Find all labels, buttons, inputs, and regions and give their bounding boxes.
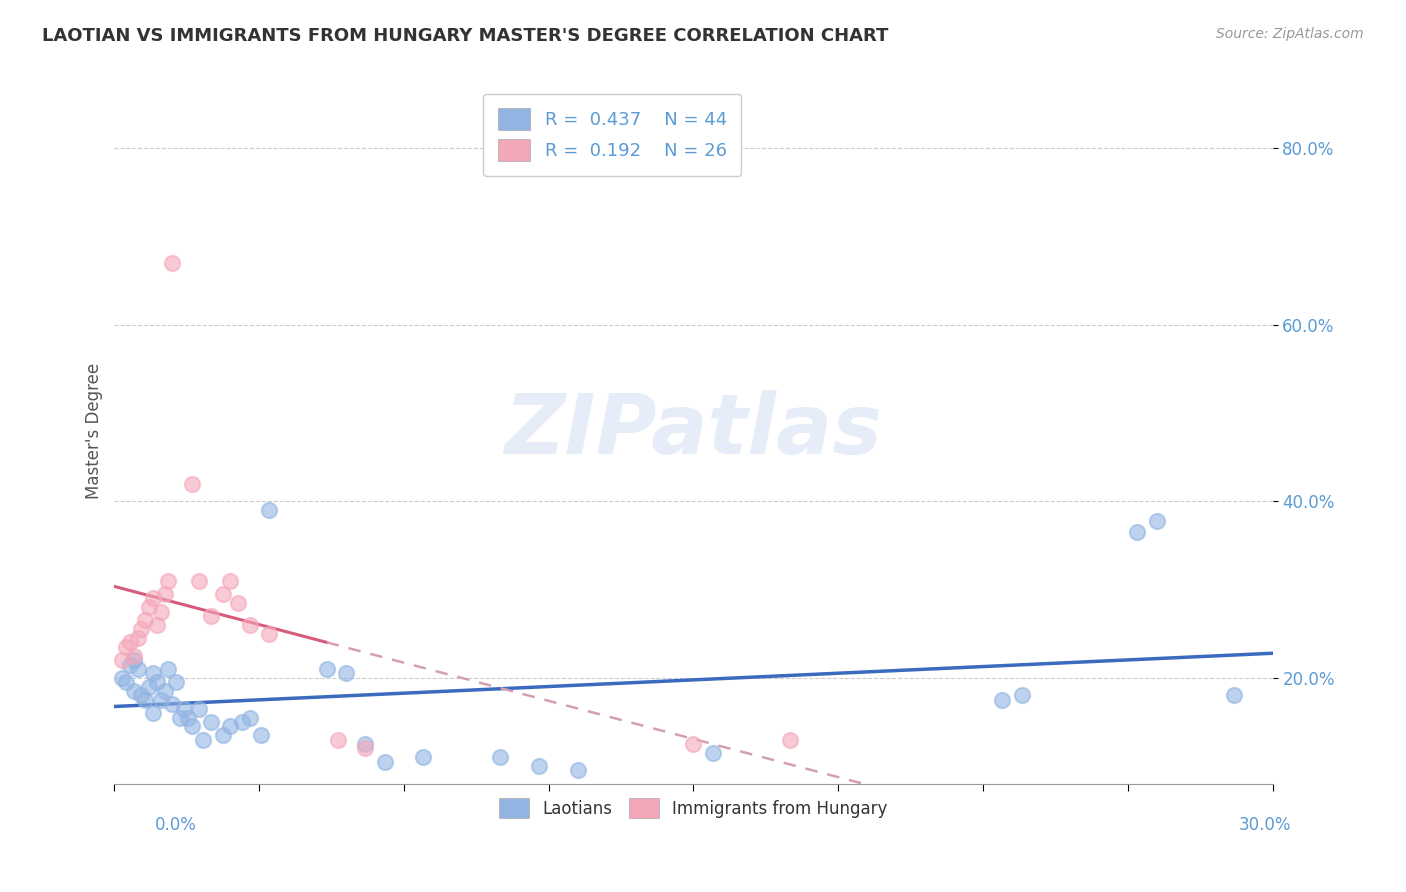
Point xyxy=(328,732,350,747)
Point xyxy=(354,737,377,751)
Point xyxy=(1223,689,1246,703)
Point xyxy=(180,719,202,733)
Point xyxy=(991,693,1014,707)
Point xyxy=(226,596,249,610)
Point xyxy=(165,675,187,690)
Point xyxy=(779,732,801,747)
Point xyxy=(231,714,253,729)
Point xyxy=(238,617,260,632)
Point xyxy=(374,755,396,769)
Point xyxy=(142,666,165,681)
Point xyxy=(211,728,233,742)
Point xyxy=(131,622,153,636)
Point xyxy=(527,759,550,773)
Legend: Laotians, Immigrants from Hungary: Laotians, Immigrants from Hungary xyxy=(492,791,894,825)
Text: 30.0%: 30.0% xyxy=(1239,815,1292,833)
Point xyxy=(354,741,377,756)
Point xyxy=(149,605,172,619)
Point xyxy=(118,657,141,672)
Text: ZIPatlas: ZIPatlas xyxy=(505,390,883,471)
Point xyxy=(200,714,222,729)
Point xyxy=(118,635,141,649)
Point xyxy=(412,750,434,764)
Point xyxy=(219,574,242,588)
Point xyxy=(153,587,176,601)
Point xyxy=(122,684,145,698)
Point xyxy=(257,503,280,517)
Point xyxy=(1146,514,1168,528)
Point xyxy=(567,764,589,778)
Point xyxy=(153,684,176,698)
Point xyxy=(122,648,145,663)
Text: 0.0%: 0.0% xyxy=(155,815,197,833)
Point xyxy=(131,689,153,703)
Point xyxy=(200,609,222,624)
Point xyxy=(180,476,202,491)
Point xyxy=(115,640,138,654)
Point xyxy=(489,750,512,764)
Point xyxy=(169,710,191,724)
Y-axis label: Master's Degree: Master's Degree xyxy=(86,362,103,499)
Point xyxy=(238,710,260,724)
Point xyxy=(111,671,134,685)
Point xyxy=(157,662,180,676)
Point xyxy=(188,701,211,715)
Point xyxy=(127,662,149,676)
Point xyxy=(335,666,357,681)
Point xyxy=(162,698,184,712)
Point xyxy=(188,574,211,588)
Text: Source: ZipAtlas.com: Source: ZipAtlas.com xyxy=(1216,27,1364,41)
Point xyxy=(177,710,200,724)
Text: LAOTIAN VS IMMIGRANTS FROM HUNGARY MASTER'S DEGREE CORRELATION CHART: LAOTIAN VS IMMIGRANTS FROM HUNGARY MASTE… xyxy=(42,27,889,45)
Point xyxy=(257,626,280,640)
Point xyxy=(162,256,184,270)
Point xyxy=(149,693,172,707)
Point xyxy=(127,631,149,645)
Point xyxy=(142,706,165,720)
Point xyxy=(138,680,160,694)
Point xyxy=(702,746,724,760)
Point xyxy=(134,693,156,707)
Point xyxy=(1011,689,1033,703)
Point xyxy=(1126,525,1149,540)
Point xyxy=(193,732,215,747)
Point xyxy=(219,719,242,733)
Point xyxy=(146,675,169,690)
Point xyxy=(682,737,704,751)
Point xyxy=(157,574,180,588)
Point xyxy=(134,614,156,628)
Point xyxy=(111,653,134,667)
Point xyxy=(173,701,195,715)
Point xyxy=(315,662,337,676)
Point xyxy=(146,617,169,632)
Point xyxy=(211,587,233,601)
Point xyxy=(250,728,273,742)
Point xyxy=(138,600,160,615)
Point xyxy=(142,591,165,606)
Point xyxy=(122,653,145,667)
Point xyxy=(115,675,138,690)
